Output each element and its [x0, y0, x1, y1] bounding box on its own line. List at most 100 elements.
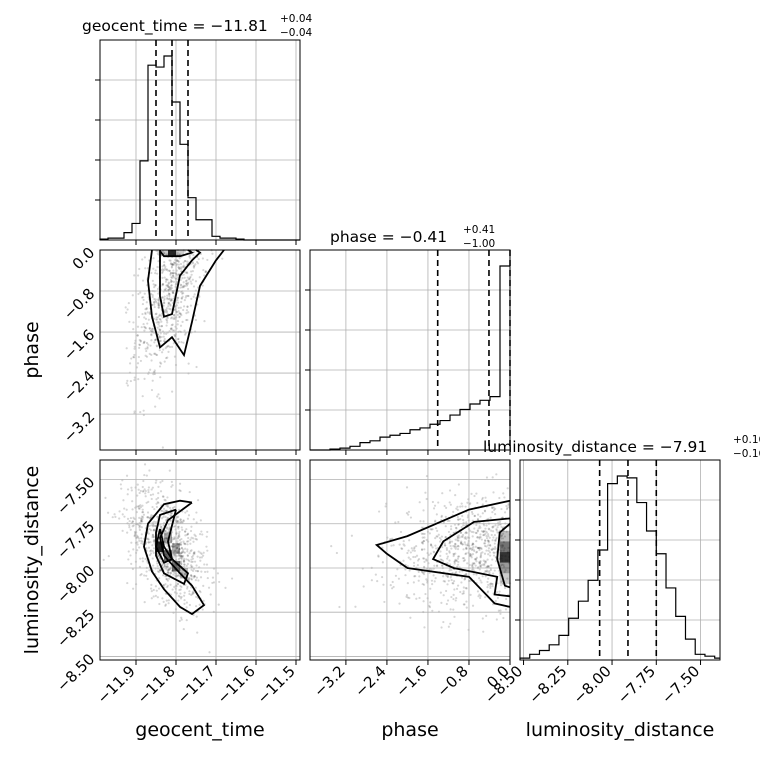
scatter-point [193, 533, 196, 536]
scatter-point [178, 535, 181, 538]
scatter-point [186, 550, 189, 553]
scatter-point [402, 543, 405, 546]
scatter-point [202, 551, 205, 554]
scatter-point [468, 529, 472, 532]
scatter-point [476, 529, 479, 532]
scatter-point [182, 520, 185, 523]
scatter-point [172, 313, 176, 317]
scatter-point [172, 274, 175, 278]
scatter-point [457, 545, 460, 548]
scatter-point [182, 261, 185, 264]
scatter-point [120, 487, 123, 490]
scatter-point [481, 496, 484, 500]
scatter-point [462, 559, 465, 563]
scatter-point [145, 341, 149, 345]
scatter-point [495, 560, 498, 563]
scatter-point [178, 267, 181, 270]
scatter-point [170, 297, 173, 300]
scatter-point [156, 265, 159, 269]
scatter-point [194, 263, 197, 266]
scatter-point [184, 332, 187, 335]
scatter-point [155, 316, 158, 319]
density-cell-20-0 [156, 541, 164, 553]
scatter-point [173, 355, 177, 358]
scatter-point [176, 525, 180, 529]
scatter-point [163, 540, 166, 544]
scatter-point [151, 557, 154, 560]
scatter-point [471, 542, 475, 545]
scatter-point [478, 537, 481, 540]
scatter-point [483, 544, 487, 548]
scatter-point [183, 259, 187, 263]
scatter-point [171, 390, 174, 393]
scatter-point [162, 600, 165, 603]
scatter-point [465, 600, 468, 603]
scatter-point [449, 544, 452, 548]
scatter-point [139, 489, 142, 493]
scatter-point [168, 269, 171, 272]
ytick-label-luminosity_distance-1: −8.25 [53, 606, 98, 651]
scatter-point [445, 602, 448, 606]
scatter-point [177, 266, 180, 269]
scatter-point [186, 548, 189, 551]
scatter-point [193, 552, 196, 555]
scatter-point [502, 492, 505, 495]
scatter-point [466, 562, 469, 565]
scatter-point [193, 264, 196, 267]
density-cell-20-1 [164, 550, 172, 561]
xlabel-luminosity-distance: luminosity_distance [526, 719, 715, 741]
scatter-point [486, 564, 489, 568]
scatter-point [165, 345, 168, 348]
scatter-point [191, 565, 194, 568]
scatter-point [164, 575, 167, 578]
scatter-point [141, 504, 144, 507]
scatter-point [166, 585, 169, 589]
scatter-point [158, 349, 161, 352]
scatter-point [173, 536, 176, 539]
scatter-point [172, 553, 175, 556]
scatter-point [165, 324, 168, 327]
scatter-point [178, 595, 181, 598]
scatter-point [190, 525, 193, 528]
scatter-point [482, 533, 485, 537]
scatter-point [194, 280, 198, 283]
scatter-point [177, 296, 180, 299]
scatter-point [148, 327, 151, 330]
scatter-point [167, 577, 171, 580]
scatter-point [154, 300, 157, 303]
scatter-point [125, 311, 128, 314]
scatter-point [142, 489, 145, 493]
scatter-point [483, 552, 487, 555]
scatter-point [206, 549, 209, 552]
scatter-point [179, 262, 183, 266]
scatter-point [434, 577, 437, 580]
scatter-point [413, 547, 416, 550]
scatter-point [154, 338, 158, 341]
scatter-point [151, 533, 155, 536]
scatter-point [144, 492, 147, 495]
scatter-point [182, 542, 186, 545]
scatter-point [481, 512, 484, 515]
scatter-point [173, 549, 176, 552]
scatter-point [398, 602, 401, 605]
scatter-point [462, 548, 465, 551]
scatter-point [459, 517, 462, 521]
scatter-point [187, 558, 190, 561]
scatter-point [505, 504, 508, 508]
scatter-point [177, 306, 180, 309]
scatter-point [149, 344, 152, 347]
scatter-point [177, 508, 181, 511]
scatter-point [211, 252, 214, 255]
scatter-point [190, 273, 193, 276]
ytick-label-luminosity_distance-3: −7.75 [53, 517, 98, 562]
scatter-point [433, 504, 437, 507]
scatter-point [216, 572, 220, 575]
scatter-point [480, 538, 483, 541]
scatter-point [421, 542, 425, 545]
scatter-point [418, 575, 421, 578]
scatter-point [179, 286, 182, 289]
scatter-point [473, 558, 477, 561]
xtick-label-geocent_time-1: −11.8 [134, 662, 179, 707]
scatter-point [151, 521, 154, 524]
scatter-point [169, 308, 172, 311]
